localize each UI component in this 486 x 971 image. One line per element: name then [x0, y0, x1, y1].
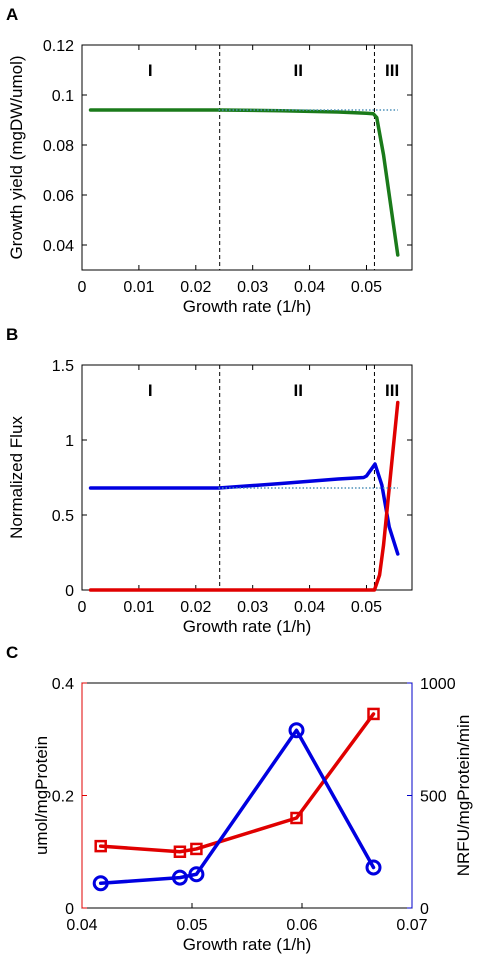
y-tick-label: 0	[65, 583, 74, 600]
y-axis-label-right: NRFU/mgProtein/min	[454, 715, 473, 877]
data-point-circle	[188, 866, 205, 883]
x-axis-label: Growth rate (1/h)	[183, 935, 312, 954]
x-axis-label: Growth rate (1/h)	[183, 297, 312, 316]
x-tick-label: 0.06	[286, 917, 317, 934]
y-tick-label: 0.04	[43, 238, 74, 255]
series-line	[98, 712, 376, 854]
y-right-tick-label: 0	[420, 901, 429, 918]
region-label: I	[148, 381, 153, 400]
panel-c	[81, 682, 413, 909]
series-line	[88, 108, 400, 257]
y-tick-label: 1.5	[52, 358, 74, 375]
series-line	[98, 728, 376, 885]
x-tick-label: 0.04	[66, 917, 97, 934]
x-tick-label: 0.02	[180, 599, 211, 616]
y-right-tick-label: 500	[420, 789, 447, 806]
y-axis-label: Growth yield (mgDW/umol)	[7, 55, 26, 259]
x-axis-label: Growth rate (1/h)	[183, 617, 312, 636]
x-tick-label: 0.05	[351, 599, 382, 616]
y-tick-label: 0.1	[52, 88, 74, 105]
x-tick-label: 0.07	[396, 917, 427, 934]
panel-letter: A	[6, 5, 18, 24]
y-tick-label: 0.2	[52, 789, 74, 806]
region-label: I	[148, 61, 153, 80]
x-tick-label: 0.02	[180, 279, 211, 296]
region-label: II	[293, 381, 302, 400]
x-tick-label: 0.01	[123, 279, 154, 296]
y-tick-label: 0.08	[43, 138, 74, 155]
x-tick-label: 0.01	[123, 599, 154, 616]
panel-b	[81, 364, 413, 592]
x-tick-label: 0	[78, 599, 87, 616]
data-point-circle	[92, 875, 109, 892]
region-label: III	[385, 61, 399, 80]
data-point-circle	[365, 859, 382, 876]
y-tick-label: 0.4	[52, 676, 74, 693]
series-line	[88, 462, 400, 556]
x-tick-label: 0.03	[237, 599, 268, 616]
y-tick-label: 0.12	[43, 38, 74, 55]
data-point-square	[190, 842, 203, 856]
y-right-tick-label: 1000	[420, 676, 456, 693]
x-tick-label: 0.04	[294, 279, 325, 296]
panel-a	[81, 44, 413, 271]
region-label: III	[385, 381, 399, 400]
data-point-square	[173, 845, 187, 858]
x-tick-label: 0.05	[351, 279, 382, 296]
panel-letter: C	[6, 643, 18, 662]
region-label: II	[293, 61, 302, 80]
y-axis-label: Normalized Flux	[7, 416, 26, 539]
x-tick-label: 0.04	[294, 599, 325, 616]
series-line	[88, 400, 400, 592]
panel-letter: B	[6, 325, 18, 344]
data-point-circle	[171, 869, 188, 886]
data-point-circle	[288, 722, 305, 739]
y-axis-label-left: umol/mgProtein	[32, 736, 51, 855]
x-tick-label: 0.05	[176, 917, 207, 934]
y-tick-label: 0.5	[52, 508, 74, 525]
data-point-square	[94, 839, 107, 853]
data-point-square	[290, 811, 303, 825]
y-tick-label: 1	[65, 433, 74, 450]
x-tick-label: 0	[78, 279, 87, 296]
y-tick-label: 0	[65, 901, 74, 918]
axes-frame	[81, 682, 413, 909]
y-tick-label: 0.06	[43, 188, 74, 205]
x-tick-label: 0.03	[237, 279, 268, 296]
data-point-square	[367, 707, 380, 721]
axes-frame	[81, 44, 413, 271]
